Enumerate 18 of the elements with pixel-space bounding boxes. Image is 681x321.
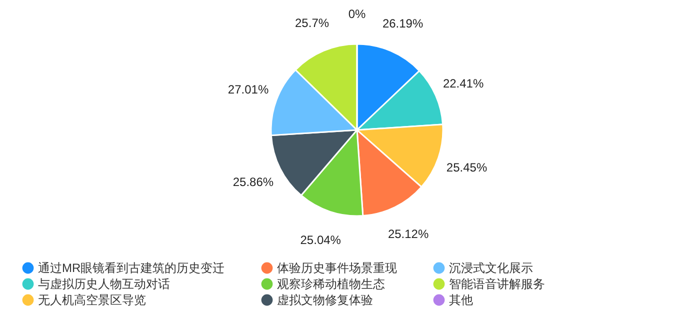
legend-label: 观察珍稀动植物生态 — [277, 277, 385, 291]
legend-label: 无人机高空景区导览 — [38, 293, 146, 307]
legend-label: 沉浸式文化展示 — [449, 261, 533, 275]
data-label: 25.86% — [232, 174, 274, 189]
data-label: 26.19% — [382, 16, 424, 30]
legend-label: 其他 — [449, 293, 473, 307]
data-label: 25.7% — [295, 16, 330, 30]
legend-label: 智能语音讲解服务 — [449, 277, 545, 291]
data-label: 25.12% — [388, 227, 429, 242]
legend-label: 与虚拟历史人物互动对话 — [38, 277, 170, 291]
text: 0% — [348, 7, 366, 21]
data-label: 25.45% — [446, 160, 488, 175]
legend-label: 体验历史事件场景重现 — [277, 261, 397, 275]
data-label: 25.04% — [300, 233, 342, 248]
data-label: 27.01% — [228, 82, 269, 97]
data-label: 22.41% — [442, 76, 484, 91]
legend-label: 虚拟文物修复体验 — [277, 293, 373, 307]
legend-label: 通过MR眼镜看到古建筑的历史变迁 — [38, 261, 225, 275]
